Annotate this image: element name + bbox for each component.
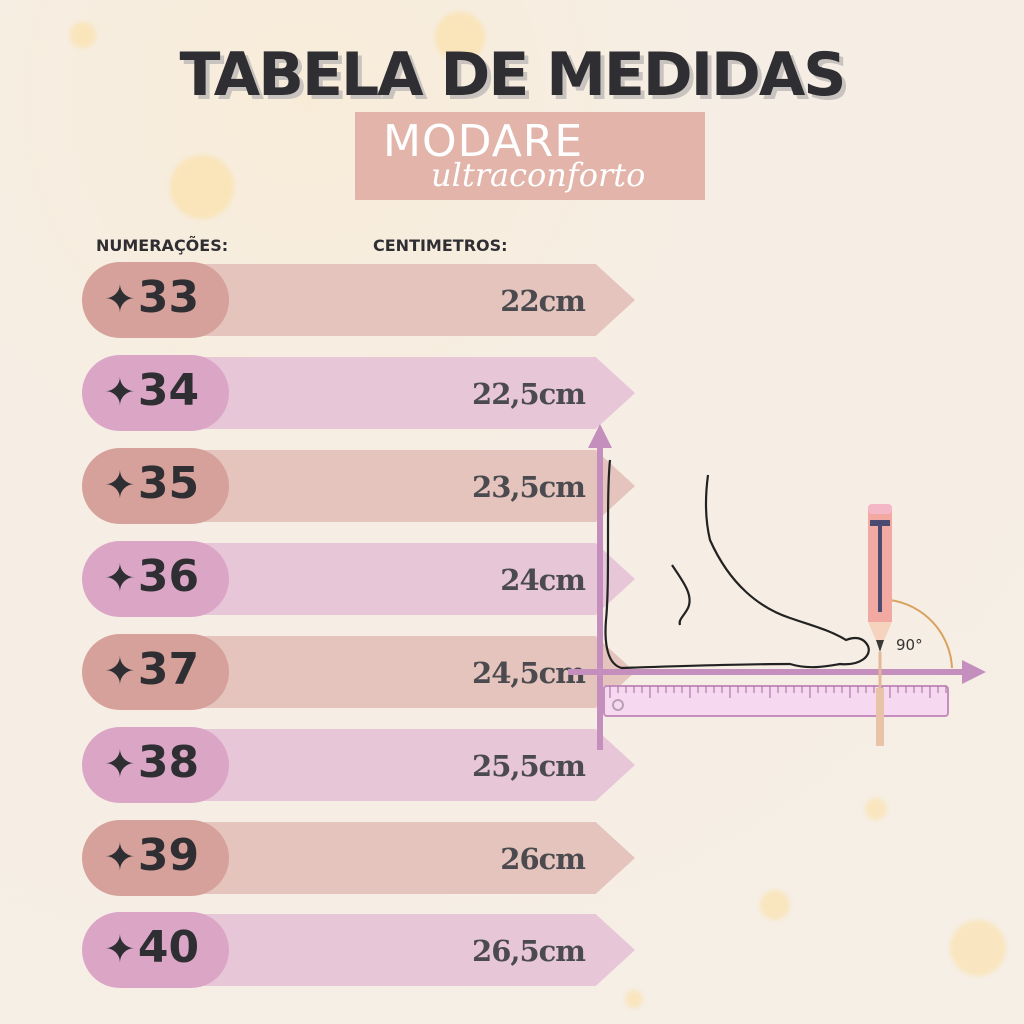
size-number: 35: [137, 458, 200, 509]
horizontal-arrowhead: [962, 660, 986, 684]
pencil-lead: [876, 640, 884, 652]
size-number: 33: [137, 272, 200, 323]
length-value: 24cm: [500, 563, 586, 597]
page-title: TABELA DE MEDIDAS: [179, 40, 847, 110]
angle-arc: [889, 599, 953, 669]
pencil-extension: [876, 688, 884, 746]
vertical-arrowhead: [588, 424, 612, 448]
pencil-stripe: [878, 526, 882, 612]
brand-tagline: ultraconforto: [431, 156, 646, 194]
bokeh-decoration: [625, 990, 643, 1008]
size-number: 37: [137, 644, 200, 695]
size-pill: ✦37: [82, 634, 229, 710]
size-pill: ✦40: [82, 912, 229, 988]
ruler: [603, 685, 949, 717]
size-pill: ✦36: [82, 541, 229, 617]
length-value: 22,5cm: [472, 377, 586, 411]
size-pill: ✦35: [82, 448, 229, 524]
size-label: ✦37: [104, 644, 199, 695]
size-pill: ✦39: [82, 820, 229, 896]
size-number: 34: [137, 365, 200, 416]
four-point-star-icon: ✦: [104, 927, 136, 971]
four-point-star-icon: ✦: [104, 835, 136, 879]
ruler-hole: [612, 699, 624, 711]
four-point-star-icon: ✦: [104, 277, 136, 321]
length-arrow: 26,5cm: [172, 914, 635, 986]
lengths-header: CENTIMETROS:: [373, 236, 508, 255]
four-point-star-icon: ✦: [104, 370, 136, 414]
four-point-star-icon: ✦: [104, 556, 136, 600]
size-label: ✦40: [104, 922, 199, 973]
length-value: 23,5cm: [472, 470, 586, 504]
size-row: 25,5cm ✦38: [82, 727, 635, 803]
bokeh-decoration: [760, 890, 790, 920]
brand-logo: MODARE ultraconforto: [355, 112, 705, 200]
size-pill: ✦33: [82, 262, 229, 338]
size-row: 22cm ✦33: [82, 262, 635, 338]
size-row: 26,5cm ✦40: [82, 912, 635, 988]
size-pill: ✦34: [82, 355, 229, 431]
length-arrow: 23,5cm: [172, 450, 635, 522]
four-point-star-icon: ✦: [104, 742, 136, 786]
size-row: 23,5cm ✦35: [82, 448, 635, 524]
length-arrow: 24,5cm: [172, 636, 635, 708]
sizes-header: NUMERAÇÕES:: [96, 236, 229, 255]
size-number: 38: [137, 737, 200, 788]
size-label: ✦36: [104, 551, 199, 602]
foot-measurement-illustration: 90°: [568, 424, 986, 750]
size-row: 26cm ✦39: [82, 820, 635, 896]
length-arrow: 22cm: [172, 264, 635, 336]
size-label: ✦34: [104, 365, 199, 416]
length-arrow: 25,5cm: [172, 729, 635, 801]
pencil-tip: [868, 622, 892, 650]
bokeh-decoration: [435, 12, 485, 62]
length-value: 26,5cm: [472, 934, 586, 968]
bokeh-decoration: [170, 155, 234, 219]
length-value: 25,5cm: [472, 749, 586, 783]
length-value: 26cm: [500, 842, 586, 876]
length-value: 24,5cm: [472, 656, 586, 690]
size-row: 24cm ✦36: [82, 541, 635, 617]
pencil-band: [870, 520, 890, 526]
length-value: 22cm: [500, 284, 586, 318]
size-row: 22,5cm ✦34: [82, 355, 635, 431]
size-row: 24,5cm ✦37: [82, 634, 635, 710]
size-number: 39: [137, 830, 200, 881]
bokeh-decoration: [865, 798, 887, 820]
brand-name: MODARE: [383, 116, 584, 167]
foot-arch-line: [671, 564, 691, 626]
size-label: ✦35: [104, 458, 199, 509]
pencil-eraser: [868, 504, 892, 514]
four-point-star-icon: ✦: [104, 649, 136, 693]
foot-outline: [604, 459, 870, 670]
size-label: ✦38: [104, 737, 199, 788]
ruler-ticks: [609, 686, 947, 698]
four-point-star-icon: ✦: [104, 463, 136, 507]
length-arrow: 24cm: [172, 543, 635, 615]
size-number: 36: [137, 551, 200, 602]
length-arrow: 26cm: [172, 822, 635, 894]
size-label: ✦39: [104, 830, 199, 881]
size-pill: ✦38: [82, 727, 229, 803]
size-number: 40: [137, 922, 200, 973]
bokeh-decoration: [950, 920, 1006, 976]
length-arrow: 22,5cm: [172, 357, 635, 429]
size-label: ✦33: [104, 272, 199, 323]
angle-label: 90°: [896, 636, 923, 654]
bokeh-decoration: [70, 22, 96, 48]
